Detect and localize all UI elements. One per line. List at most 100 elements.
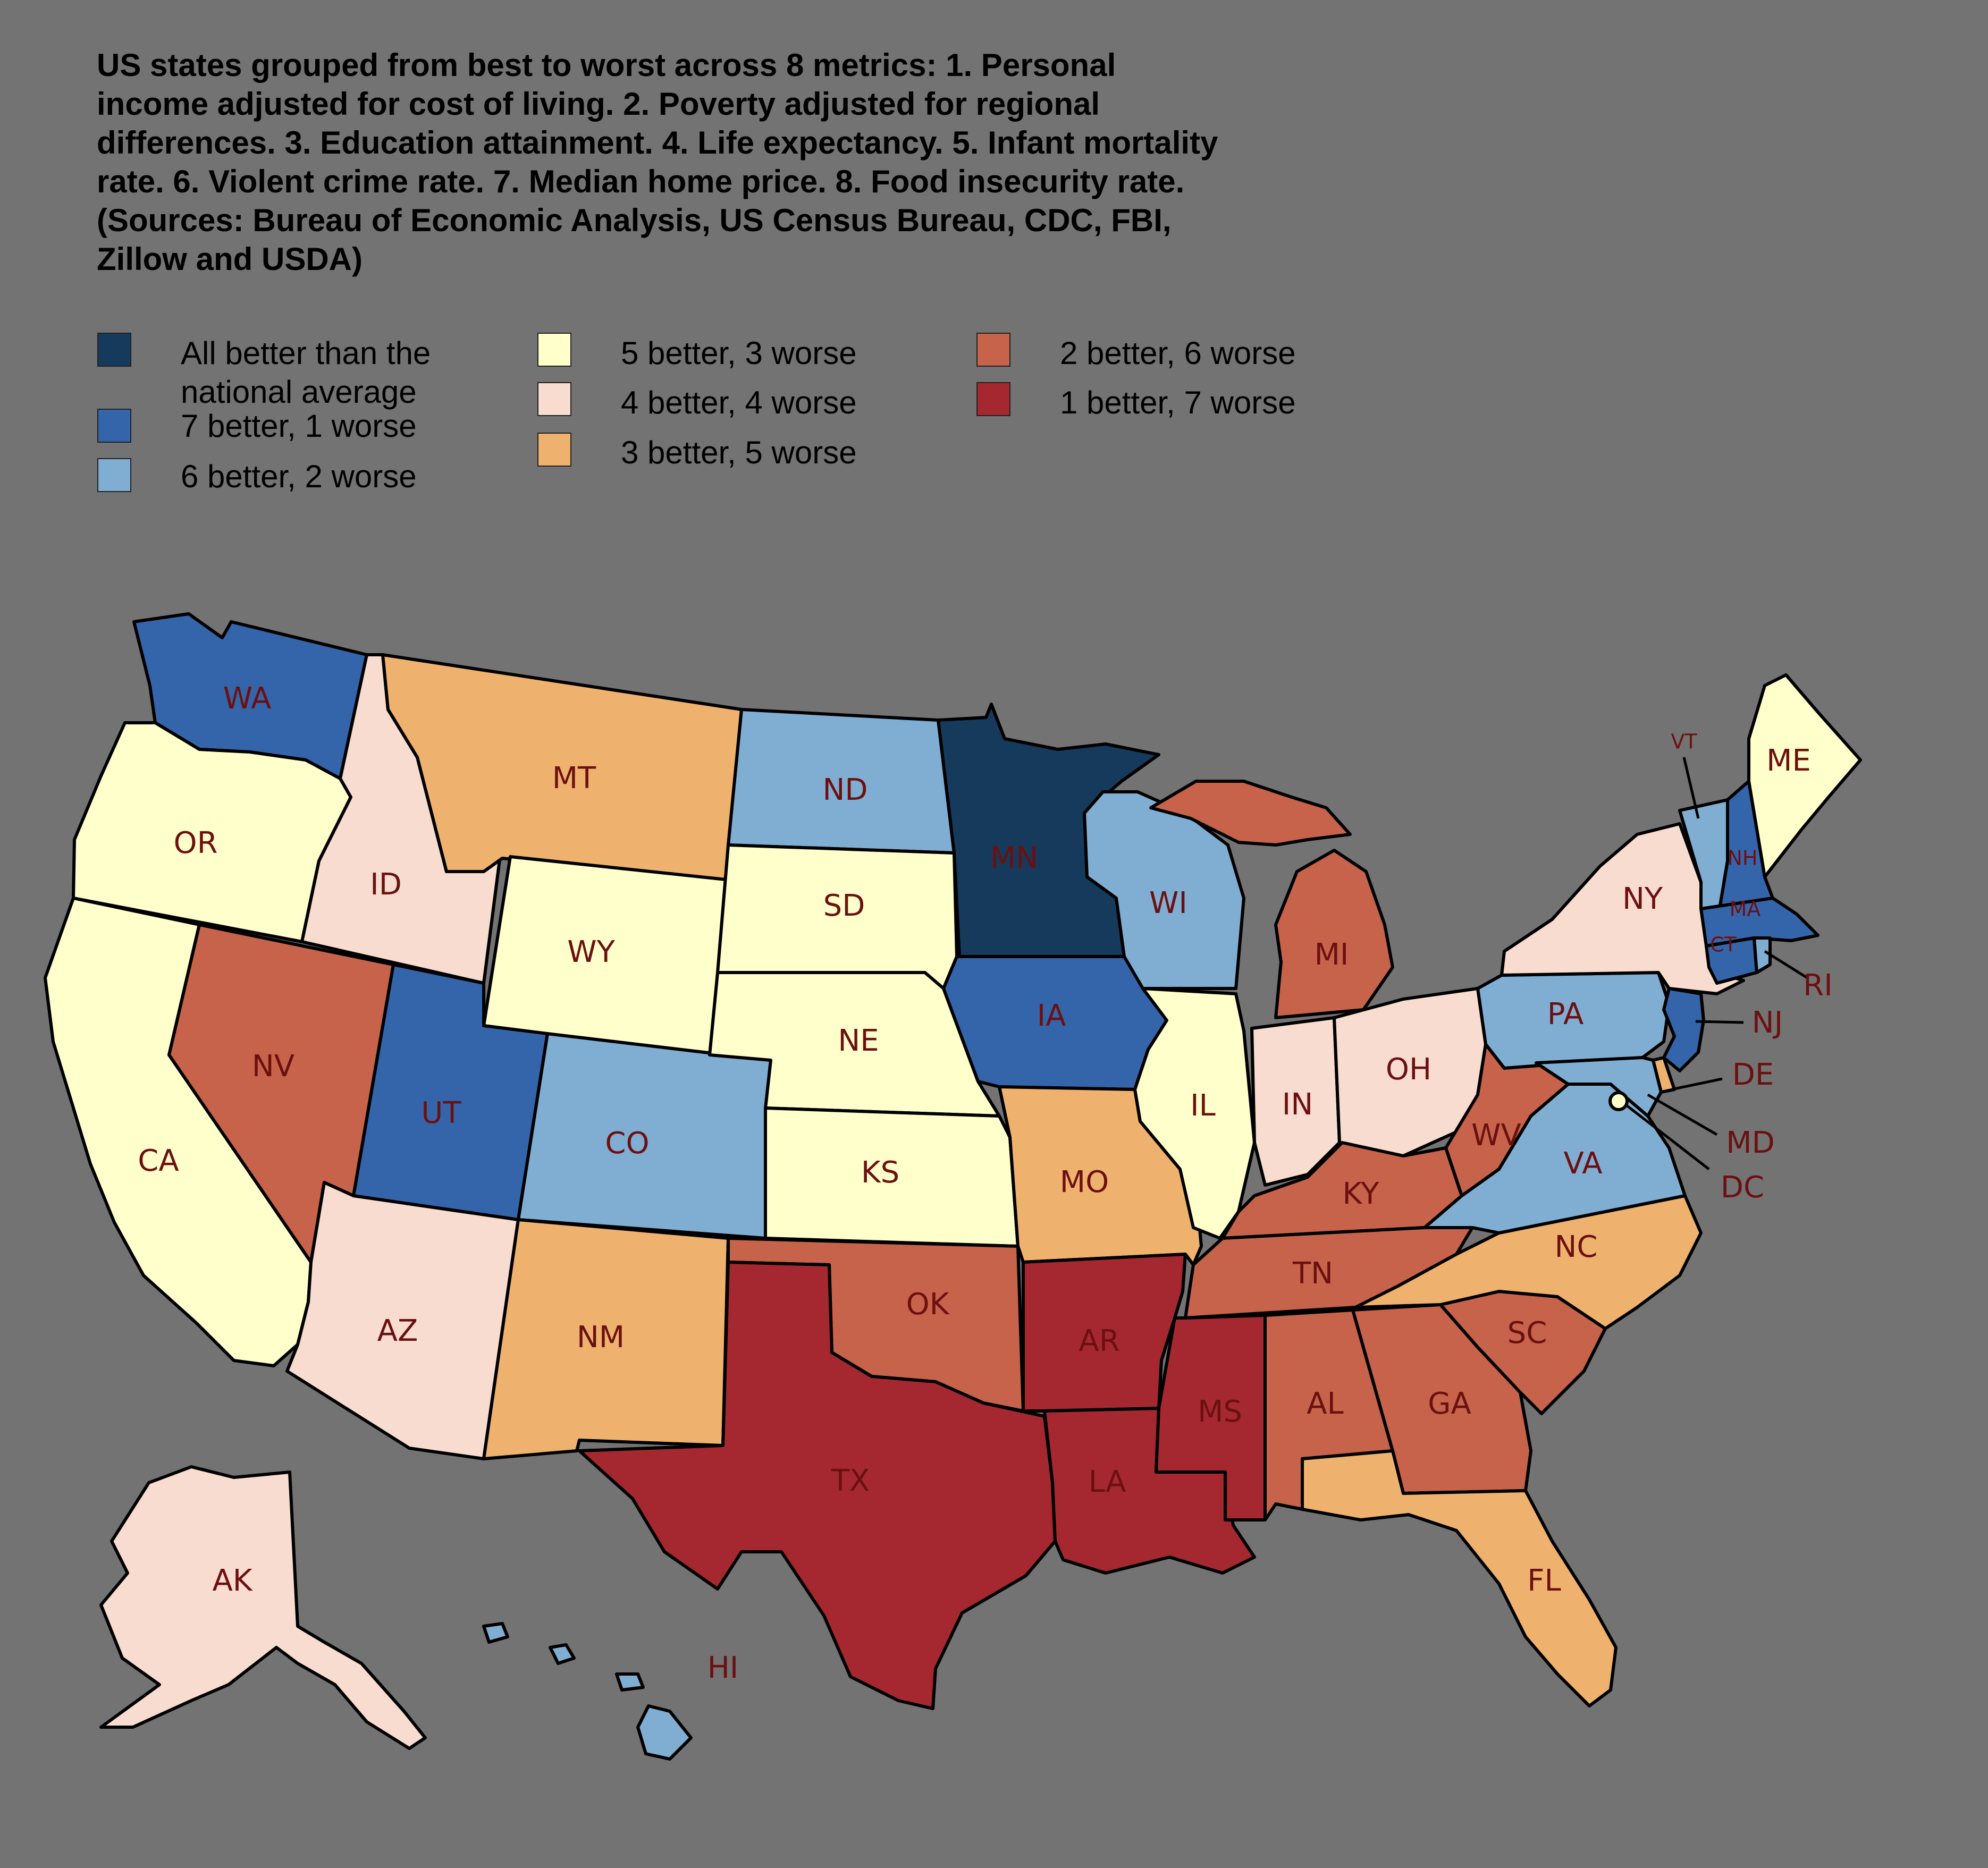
label-VA: VA [1563,1146,1602,1181]
state-AK[interactable] [99,1465,427,1750]
state-DC[interactable] [1608,1091,1629,1111]
label-HI: HI [707,1651,739,1685]
label-AK: AK [212,1563,252,1598]
label-WY: WY [567,935,615,969]
state-HI-big[interactable] [636,1704,693,1761]
label-OK: OK [906,1287,950,1322]
state-HI-kauai[interactable] [482,1622,509,1644]
label-SD: SD [823,889,865,923]
state-MI-lower[interactable] [1274,849,1394,1019]
legend-swatch-g4 [537,382,571,416]
legend-label-g4: 4 better, 4 worse [621,385,857,420]
label-LA: LA [1089,1465,1126,1499]
label-WA: WA [223,681,272,716]
label-KS: KS [861,1155,899,1190]
leader-de [1671,1077,1723,1091]
label-OH: OH [1386,1052,1431,1087]
legend: All better than the national average 7 b… [97,333,1296,494]
title-line-5: (Sources: Bureau of Economic Analysis, U… [97,202,1172,238]
leader-vt [1682,757,1700,819]
label-SC: SC [1507,1316,1547,1350]
legend-label-g5: 5 better, 3 worse [621,335,857,371]
label-AL: AL [1307,1387,1344,1421]
legend-label-g1: 1 better, 7 worse [1060,385,1296,420]
leader-md [1647,1093,1718,1136]
legend-swatch-g3 [537,433,571,467]
label-MN: MN [990,841,1038,875]
leader-ri [1764,950,1808,979]
title-line-2: income adjusted for cost of living. 2. P… [97,86,1100,122]
states [44,612,1862,1761]
label-IN: IN [1282,1087,1313,1122]
state-HI-oahu[interactable] [549,1643,576,1665]
state-TX[interactable] [578,1261,1057,1710]
legend-swatch-g8 [97,333,131,367]
legend-label-g8-line1: All better than the [181,335,431,371]
label-TN: TN [1292,1256,1333,1291]
label-MA: MA [1730,898,1761,921]
title-line-1: US states grouped from best to worst acr… [97,47,1116,83]
label-DE: DE [1732,1058,1774,1092]
state-IL[interactable] [1133,987,1256,1240]
label-NE: NE [838,1024,879,1058]
label-IA: IA [1037,999,1066,1033]
legend-swatch-g7 [97,409,131,443]
label-NC: NC [1555,1230,1598,1264]
label-OR: OR [174,826,218,860]
label-AR: AR [1079,1324,1119,1358]
legend-label-g3: 3 better, 5 worse [621,435,857,470]
label-NJ: NJ [1752,1005,1783,1040]
label-NH: NH [1728,847,1758,870]
legend-label-g7: 7 better, 1 worse [181,408,417,444]
label-TX: TX [831,1464,870,1498]
label-PA: PA [1547,997,1584,1032]
state-RI[interactable] [1753,936,1772,974]
label-ID: ID [370,867,402,902]
state-WI[interactable] [1083,790,1245,990]
title-line-3: differences. 3. Education attainment. 4.… [97,125,1218,160]
state-ME[interactable] [1747,673,1862,878]
label-MO: MO [1060,1165,1109,1199]
label-DC: DC [1721,1170,1764,1205]
state-MD[interactable] [1535,1056,1663,1118]
title-line-4: rate. 6. Violent crime rate. 7. Median h… [97,164,1184,199]
legend-swatch-g1 [976,382,1010,416]
label-FL: FL [1527,1563,1561,1598]
label-CO: CO [605,1126,649,1161]
title-block: US states grouped from best to worst acr… [97,47,1218,277]
label-MD: MD [1726,1126,1774,1160]
legend-label-g2: 2 better, 6 worse [1060,335,1296,371]
label-WV: WV [1471,1118,1521,1153]
label-UT: UT [421,1096,461,1130]
label-NV: NV [252,1049,294,1084]
label-MS: MS [1198,1394,1242,1429]
label-ND: ND [822,773,867,807]
leader-nj [1695,1020,1744,1024]
state-NJ[interactable] [1662,987,1705,1072]
label-KY: KY [1343,1177,1380,1211]
legend-label-g8-line2: national average [181,374,417,410]
label-RI: RI [1803,968,1832,1003]
legend-label-g6: 6 better, 2 worse [181,459,417,494]
legend-swatch-g2 [976,333,1010,367]
legend-swatch-g6 [97,458,131,492]
state-FL[interactable] [1301,1449,1618,1708]
label-IL: IL [1190,1088,1216,1123]
label-ME: ME [1766,743,1811,778]
leader-lines [1625,757,1808,1170]
leader-dc [1625,1104,1710,1170]
label-NM: NM [577,1320,625,1355]
label-CA: CA [138,1144,179,1178]
label-MI: MI [1315,937,1349,972]
state-CT[interactable] [1705,936,1758,985]
label-AZ: AZ [377,1314,418,1348]
state-MI-upper[interactable] [1149,780,1352,847]
label-WI: WI [1149,886,1187,920]
title-line-6: Zillow and USDA) [97,241,363,277]
label-GA: GA [1428,1387,1471,1421]
state-AR[interactable] [1022,1253,1187,1413]
state-HI-maui[interactable] [615,1672,645,1692]
state-labels: WA OR CA ID NV AZ MT WY UT CO NM ND SD N… [138,681,1832,1685]
label-NY: NY [1622,882,1663,916]
